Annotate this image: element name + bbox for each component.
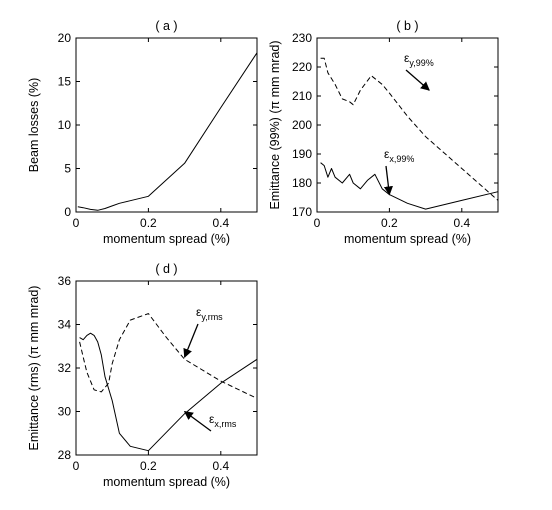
x-tick-label: 0: [314, 216, 321, 230]
annotation-label: εx,rms: [209, 412, 237, 429]
y-axis-label: Emittance (99%) (π mm mrad): [268, 40, 282, 209]
annotation-arrow: [405, 69, 430, 91]
panel-1: ( a ) 0 0.2 0.4 0 5 10 15 20 momentum spread (%) B…: [27, 19, 258, 246]
y-tick-label: 30: [58, 405, 72, 419]
x-axis-label: momentum spread (%): [344, 232, 471, 246]
annotation-greek: ε: [209, 412, 215, 426]
x-tick-label: 0: [73, 216, 80, 230]
y-tick-label: 170: [292, 205, 312, 219]
x-tick-label: 0.4: [453, 216, 470, 230]
y-tick-label: 5: [64, 162, 71, 176]
series-line-2-solid: [320, 162, 499, 210]
annotation-arrow: [183, 410, 212, 432]
y-tick-label: 28: [58, 448, 72, 462]
y-tick-label: 15: [58, 75, 72, 89]
y-tick-label: 210: [292, 89, 312, 103]
panel-title: ( b ): [396, 19, 418, 33]
x-tick-label: 0.4: [212, 216, 229, 230]
annotation-arrow: [183, 323, 199, 358]
panel-title: ( d ): [155, 262, 177, 276]
y-tick-label: 36: [58, 274, 72, 288]
y-tick-label: 230: [292, 31, 312, 45]
y-tick-label: 0: [64, 205, 71, 219]
annotation-label: εy,99%: [404, 51, 434, 68]
y-tick-label: 220: [292, 60, 312, 74]
annotation-greek: ε: [384, 147, 390, 161]
series-line-1-solid: [77, 52, 258, 211]
panel-3: ( d ) 0 0.2 0.4 28 30 32 34 36 momentum spread (%…: [27, 262, 258, 489]
x-tick-label: 0.2: [140, 216, 157, 230]
annotation-greek: ε: [404, 51, 410, 65]
annotation-label: εx,99%: [384, 147, 414, 164]
y-tick-label: 20: [58, 31, 72, 45]
annotation-subscript: x,rms: [214, 419, 236, 429]
y-tick-label: 10: [58, 118, 72, 132]
panel-title: ( a ): [155, 19, 177, 33]
y-axis-label: Emittance (rms) (π mm mrad): [27, 286, 41, 451]
series-line-1-dashed: [320, 57, 499, 201]
x-axis-label: momentum spread (%): [103, 475, 230, 489]
y-tick-label: 190: [292, 147, 312, 161]
y-axis-label: Beam losses (%): [27, 78, 41, 172]
x-tick-label: 0.2: [381, 216, 398, 230]
series-line-2-solid: [79, 332, 258, 452]
plot-frame: [75, 37, 258, 213]
y-tick-label: 180: [292, 176, 312, 190]
annotation-subscript: y,rms: [201, 312, 223, 322]
x-axis-label: momentum spread (%): [103, 232, 230, 246]
annotation-subscript: x,99%: [389, 154, 414, 164]
series-line-1-dashed: [79, 313, 258, 399]
panel-2: ( b ) 0 0.2 0.4 170 180 190 200 210 220 230 momentu…: [268, 19, 499, 246]
annotation-greek: ε: [196, 305, 202, 319]
annotation-subscript: y,99%: [409, 58, 433, 68]
annotation-arrow: [383, 165, 393, 196]
x-tick-label: 0: [73, 459, 80, 473]
x-tick-label: 0.4: [212, 459, 229, 473]
y-tick-label: 32: [58, 361, 72, 375]
y-tick-label: 34: [58, 318, 72, 332]
x-tick-label: 0.2: [140, 459, 157, 473]
y-tick-label: 200: [292, 118, 312, 132]
annotation-label: εy,rms: [196, 305, 223, 322]
